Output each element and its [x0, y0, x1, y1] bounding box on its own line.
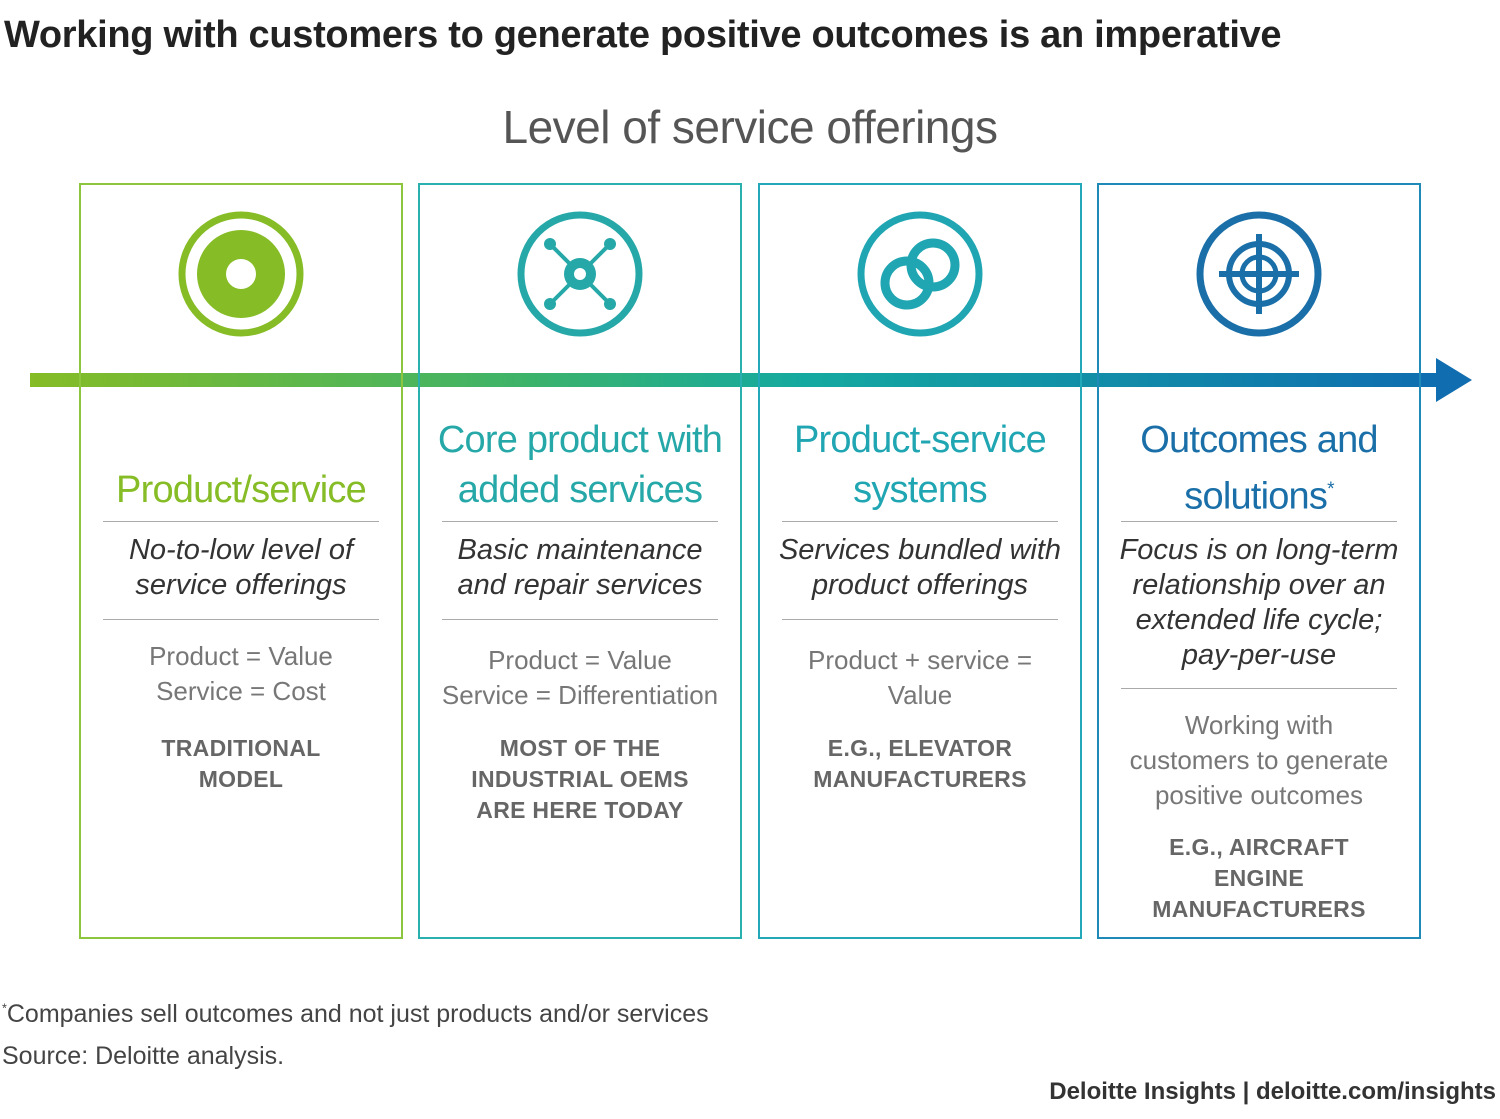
divider [103, 619, 379, 620]
divider [782, 619, 1058, 620]
example-label: E.G., ELEVATOR MANUFACTURERS [813, 735, 1027, 792]
example-label: E.G., AIRCRAFT ENGINE MANUFACTURERS [1152, 834, 1366, 922]
divider [442, 521, 718, 522]
footnote: *Companies sell outcomes and not just pr… [2, 1000, 709, 1028]
value-equation: Product = Value Service = Cost [149, 641, 333, 706]
chart-title: Working with customers to generate posit… [4, 14, 1282, 56]
divider [103, 521, 379, 522]
level-core-product: Core product with added services Basic m… [418, 183, 742, 939]
level-description: Basic maintenance and repair services [457, 534, 703, 601]
footnote-marker: * [1327, 479, 1334, 500]
axis-title: Level of service offerings [502, 101, 998, 153]
divider [442, 619, 718, 620]
level-product-service: Product/service No-to-low level of servi… [79, 183, 403, 939]
source-note: Source: Deloitte analysis. [2, 1042, 285, 1070]
crosshair-icon [1196, 211, 1322, 337]
divider [1121, 521, 1397, 522]
level-product-service-systems: Product-service systems Services bundled… [758, 183, 1082, 939]
value-equation: Product + service = Value [808, 645, 1032, 710]
level-title: Product-service systems [794, 419, 1047, 511]
value-equation: Working with customers to generate posit… [1129, 710, 1389, 810]
level-description: No-to-low level of service offerings [128, 534, 354, 601]
divider [782, 521, 1058, 522]
credit-line: Deloitte Insights | deloitte.com/insight… [1049, 1078, 1496, 1105]
level-title: Core product with added services [437, 419, 723, 511]
example-label: TRADITIONAL MODEL [161, 735, 321, 792]
level-description: Focus is on long-term relationship over … [1119, 534, 1399, 671]
progression-arrow [30, 358, 1472, 402]
network-nodes-icon [517, 211, 643, 337]
level-outcomes-solutions: Outcomes and solutions* Focus is on long… [1097, 183, 1421, 939]
target-circle-icon [178, 211, 304, 337]
linked-rings-icon [857, 211, 983, 337]
value-equation: Product = Value Service = Differentiatio… [441, 645, 719, 710]
level-description: Services bundled with product offerings [778, 534, 1062, 601]
level-title: Product/service [116, 469, 367, 511]
level-title: Outcomes and solutions* [1140, 419, 1378, 518]
example-label: MOST OF THE INDUSTRIAL OEMS ARE HERE TOD… [471, 735, 689, 823]
divider [1121, 688, 1397, 689]
